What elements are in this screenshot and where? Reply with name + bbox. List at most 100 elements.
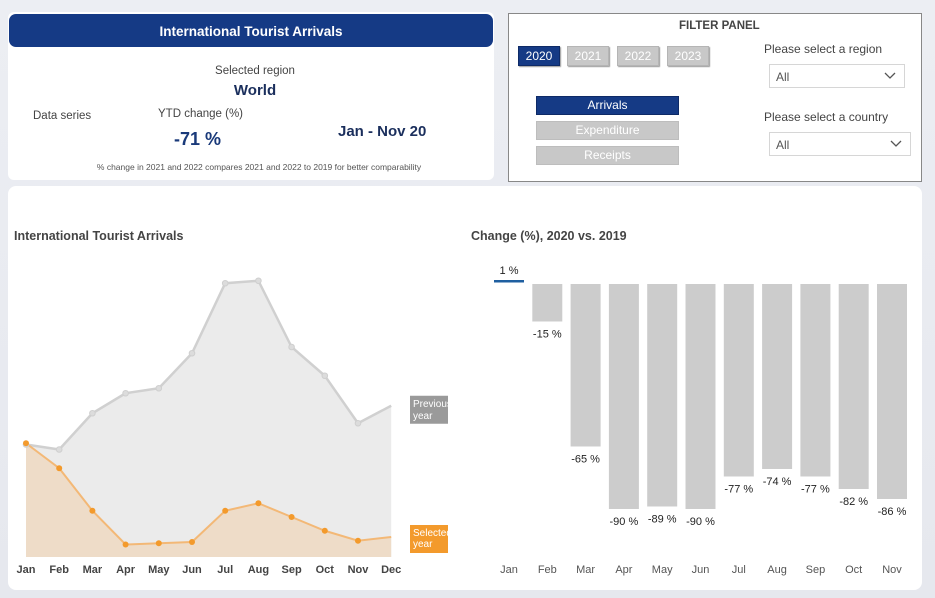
x-tick-label: May	[148, 564, 170, 576]
x-tick-label: Jul	[732, 564, 746, 576]
selected-year-point	[355, 537, 361, 544]
bar-data-label: -90 %	[686, 516, 715, 528]
bar-data-label: -86 %	[878, 506, 907, 518]
x-tick-label: Sep	[282, 564, 302, 576]
x-tick-label: Aug	[248, 564, 269, 576]
previous-year-point	[89, 409, 96, 417]
x-tick-label: Jun	[692, 564, 710, 576]
bar	[877, 284, 907, 499]
arrivals-area-chart: Jan Feb Mar Apr May Jun Jul Aug Sep Oct Nov Dec Prev…	[17, 277, 452, 576]
summary-card: International Tourist Arrivals Selected …	[8, 12, 494, 180]
year-button-2022[interactable]: 2022	[617, 46, 659, 66]
series-button-arrivals[interactable]: Arrivals	[536, 96, 679, 115]
ytd-change-value: -71 %	[174, 129, 222, 149]
bar-positive-marker	[494, 280, 524, 283]
selected-year-point	[23, 440, 29, 447]
selected-year-point	[255, 500, 262, 507]
filter-panel: FILTER PANEL 2020 2021 2022 2023 Arrival…	[508, 13, 922, 182]
bar-data-label: -77 %	[724, 484, 753, 496]
selected-region-value: World	[233, 82, 277, 99]
ytd-change-label: YTD change (%)	[158, 108, 244, 120]
year-button-2023[interactable]: 2023	[667, 46, 709, 66]
previous-year-line	[25, 279, 392, 451]
selected-year-point	[222, 507, 229, 514]
x-tick-label: Mar	[83, 564, 103, 576]
country-select[interactable]: All	[769, 132, 911, 156]
bar-data-label: -15 %	[533, 329, 562, 341]
year-button-2020[interactable]: 2020	[518, 46, 560, 66]
x-tick-label: Jan	[17, 564, 36, 576]
selected-year-point	[56, 465, 63, 472]
bar-data-label: -82 %	[839, 496, 868, 508]
previous-year-point	[155, 384, 163, 392]
country-select-value: All	[776, 138, 790, 152]
x-tick-label: Nov	[882, 564, 902, 576]
bar	[570, 284, 601, 447]
charts-card: International Tourist Arrivals Change (%…	[8, 186, 922, 590]
data-series-label: Data series	[33, 110, 92, 122]
series-button-expenditure[interactable]: Expenditure	[536, 121, 679, 140]
selected-region-label: Selected region	[215, 65, 295, 77]
country-select-label: Please select a country	[764, 110, 889, 124]
line-chart-title: International Tourist Arrivals	[14, 229, 184, 243]
bar-data-label: 1 %	[500, 265, 519, 277]
chevron-down-icon	[884, 72, 896, 79]
filter-panel-title: FILTER PANEL	[679, 20, 760, 32]
selected-year-legend-label: Selected	[413, 528, 452, 539]
x-tick-label: May	[652, 564, 673, 576]
bar-data-label: -65 %	[571, 454, 600, 466]
bar	[838, 284, 869, 489]
selected-year-point	[288, 514, 295, 520]
x-tick-label: Apr	[116, 564, 136, 576]
selected-year-point	[189, 539, 195, 545]
bar-chart-title: Change (%), 2020 vs. 2019	[471, 229, 627, 243]
bar	[647, 284, 678, 507]
previous-year-point	[221, 279, 229, 287]
previous-year-point	[288, 343, 295, 351]
bar	[800, 284, 831, 477]
bar-data-label: -77 %	[801, 484, 830, 496]
selected-year-legend-box	[410, 525, 448, 553]
x-tick-label: Nov	[348, 564, 370, 576]
chevron-down-icon	[890, 140, 902, 147]
x-tick-label: Jan	[500, 564, 518, 576]
series-button-receipts[interactable]: Receipts	[536, 146, 679, 165]
comparability-note: % change in 2021 and 2022 compares 2021 …	[96, 162, 422, 172]
previous-year-legend-label: Previous	[413, 399, 452, 410]
bar	[685, 284, 716, 509]
selected-year-point	[122, 541, 129, 548]
selected-year-line	[25, 442, 392, 546]
x-tick-label: Oct	[316, 564, 335, 576]
region-select[interactable]: All	[769, 64, 905, 88]
x-tick-label: Jun	[182, 564, 202, 576]
x-tick-label: Jul	[217, 564, 233, 576]
region-select-value: All	[776, 70, 790, 84]
bar	[608, 284, 639, 509]
selected-year-point	[89, 507, 96, 514]
bar	[762, 284, 793, 469]
x-tick-label: Feb	[538, 564, 557, 576]
selected-year-area	[26, 443, 392, 557]
previous-year-legend-box	[410, 395, 448, 424]
x-tick-label: Mar	[576, 564, 595, 576]
selected-year-point	[155, 540, 162, 547]
x-tick-label: Apr	[615, 564, 632, 576]
x-tick-label: Oct	[845, 564, 862, 576]
year-button-2021[interactable]: 2021	[567, 46, 609, 66]
x-tick-label: Aug	[767, 564, 787, 576]
dashboard-title: International Tourist Arrivals	[9, 14, 493, 47]
period-label: Jan - Nov 20	[338, 123, 427, 140]
previous-year-point	[55, 446, 63, 453]
previous-year-point	[255, 277, 262, 285]
previous-year-point	[321, 372, 329, 380]
selected-year-point	[321, 527, 328, 534]
previous-year-point	[122, 389, 129, 397]
previous-year-point	[188, 349, 196, 357]
previous-year-legend-label: year	[413, 411, 433, 422]
bar-data-label: -90 %	[610, 516, 639, 528]
x-tick-label: Sep	[806, 564, 826, 576]
bar-data-label: -89 %	[648, 514, 677, 526]
x-tick-label: Feb	[49, 564, 69, 576]
legend-label-line: year	[413, 539, 433, 550]
bar	[723, 284, 754, 477]
